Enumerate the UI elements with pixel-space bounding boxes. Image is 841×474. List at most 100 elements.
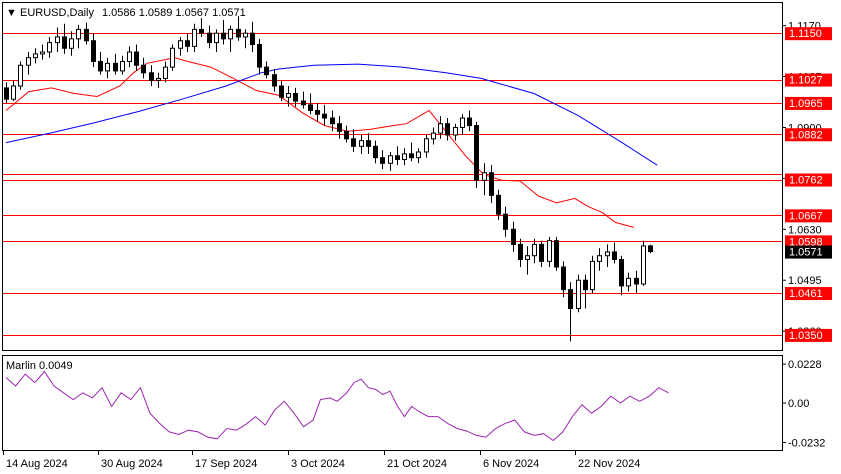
candle-body (192, 28, 197, 47)
candle-body (62, 36, 67, 49)
ohlc-values: 1.0586 1.0589 1.0567 1.0571 (102, 7, 246, 19)
candle-body (590, 260, 595, 291)
candle-body (33, 53, 38, 59)
time-tick-label: 3 Oct 2024 (291, 458, 345, 470)
level-label-box (785, 73, 832, 87)
oscillator-axis: 0.0228 0.00 -0.0232 (782, 359, 825, 450)
candle-body (634, 277, 639, 285)
level-label-box (785, 328, 832, 342)
level-label-text: 1.0667 (789, 210, 823, 222)
candle-body (445, 123, 450, 136)
horizontal-levels[interactable] (3, 33, 782, 336)
oscillator-line (5, 370, 669, 442)
level-label-text: 1.1150 (789, 28, 822, 40)
candle-body (467, 117, 472, 127)
candle-body (69, 38, 74, 49)
current-price-text: 1.0571 (789, 247, 823, 259)
candle-body (156, 77, 161, 81)
current-price-marker: 1.0571 (785, 245, 832, 259)
candle-body (279, 85, 284, 98)
oscillator-tick-label: 0.0228 (788, 359, 822, 371)
candle-body (503, 213, 508, 230)
candle-body (626, 277, 631, 287)
candle-body (576, 279, 581, 310)
candle-body (149, 72, 154, 81)
candle-body (264, 66, 269, 76)
time-tick-label: 6 Nov 2024 (483, 458, 539, 470)
level-label-box (785, 96, 832, 110)
dropdown-icon[interactable]: ▼ (6, 7, 17, 19)
candle-body (257, 43, 262, 68)
candle-body (214, 32, 219, 44)
level-label-box (785, 209, 832, 223)
fast-ma-line (5, 57, 635, 228)
candle-body (221, 32, 226, 40)
level-label-text: 1.0762 (789, 175, 823, 187)
candle-body (453, 126, 458, 136)
candle-body (170, 47, 175, 68)
candle-body (120, 60, 125, 72)
candle-body (105, 62, 110, 72)
oscillator-panel-frame (2, 355, 783, 451)
candle-body (91, 40, 96, 62)
candle-body (373, 145, 378, 159)
candle-body (228, 28, 233, 40)
candle-body (308, 104, 313, 111)
candle-body (243, 32, 248, 38)
candle-body (511, 228, 516, 245)
candle-body (366, 140, 371, 147)
price-tick-label: 1.1170 (788, 21, 821, 33)
candle-body (344, 130, 349, 140)
level-label-text: 1.1027 (789, 75, 823, 87)
candle-body (460, 117, 465, 128)
candle-body (518, 243, 523, 260)
level-label-box (785, 27, 832, 41)
price-tick-label: 1.0495 (788, 275, 822, 287)
candle-body (380, 157, 385, 164)
candle-body (388, 155, 393, 164)
oscillator-label: Marlin 0.0049 (6, 360, 73, 372)
candle-body (185, 40, 190, 47)
candlesticks (4, 16, 653, 342)
candle-body (612, 251, 617, 260)
candle-body (431, 132, 436, 140)
candle-body (554, 240, 559, 268)
candle-body (568, 289, 573, 310)
time-tick-label: 30 Aug 2024 (101, 458, 163, 470)
level-label-text: 1.0598 (789, 236, 823, 248)
candle-body (525, 255, 530, 260)
candle-body (26, 57, 31, 66)
candle-body (482, 172, 487, 181)
candle-body (648, 245, 653, 253)
candle-body (641, 245, 646, 285)
current-price-box (785, 245, 832, 259)
candle-body (4, 87, 9, 100)
candle-body (474, 125, 479, 181)
candle-body (55, 36, 60, 44)
candle-body (402, 153, 407, 161)
oscillator-tick-label: -0.0232 (788, 438, 825, 450)
candle-body (359, 140, 364, 147)
main-panel-frame (2, 2, 783, 351)
price-tick-label: 1.0630 (788, 224, 822, 236)
candle-body (547, 240, 552, 262)
candle-body (322, 113, 327, 119)
candle-body (141, 64, 146, 74)
time-tick-label: 22 Nov 2024 (578, 458, 640, 470)
candle-body (272, 74, 277, 87)
candle-body (583, 279, 588, 291)
slow-ma-line (5, 63, 658, 166)
fast-moving-average (5, 57, 635, 228)
level-label-box (785, 128, 832, 142)
candle-body (113, 62, 118, 72)
candle-body (134, 51, 139, 66)
candle-body (605, 251, 610, 257)
candle-body (619, 258, 624, 287)
candle-body (178, 40, 183, 49)
candle-body (163, 66, 168, 79)
candle-body (76, 28, 81, 40)
candle-body (597, 255, 602, 262)
candle-body (416, 151, 421, 159)
candle-body (11, 85, 16, 100)
